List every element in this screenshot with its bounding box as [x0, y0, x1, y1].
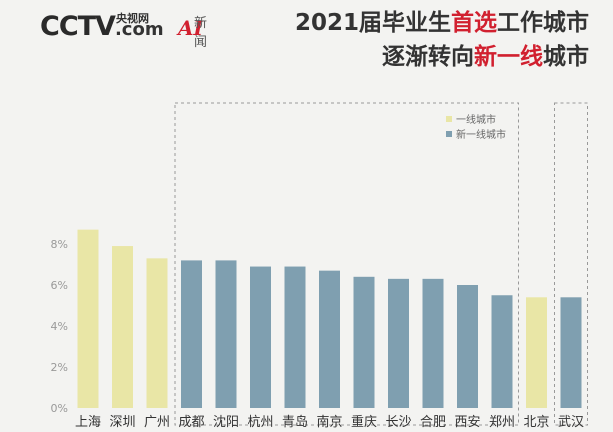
x-tick-label: 武汉 — [558, 415, 584, 430]
x-tick-label: 重庆 — [351, 414, 377, 430]
bar — [77, 229, 99, 408]
ai-logo-text: 新闻 — [194, 16, 208, 50]
x-axis-labels: 上海 深圳 广州 成都 沈阳 杭州 青岛 南京 重庆 长沙 合肥 西安 郑州 北京 武汉 — [75, 414, 584, 430]
bar — [250, 266, 271, 408]
y-tick-label: 2% — [51, 361, 68, 374]
bar — [181, 260, 202, 408]
title-part: 城市 — [543, 44, 589, 70]
title-part: 逐渐转向 — [382, 44, 474, 70]
cctv-logo-text: CCTV — [40, 11, 116, 42]
bar — [146, 258, 168, 408]
bar — [491, 295, 513, 408]
bar — [353, 276, 375, 408]
x-tick-label: 北京 — [523, 415, 549, 430]
bar — [215, 260, 237, 408]
chart-title-line2: 逐渐转向新一线城市 — [382, 42, 589, 72]
bar — [526, 297, 547, 408]
legend-swatch — [446, 116, 452, 122]
title-highlight: 首选 — [451, 10, 497, 36]
x-tick-label: 沈阳 — [213, 415, 239, 430]
x-tick-label: 深圳 — [109, 415, 135, 430]
ai-logo-mark: AI — [178, 16, 203, 40]
cctv-logo-small: 央视网 — [116, 12, 149, 25]
y-tick-label: 8% — [51, 238, 68, 251]
bar — [388, 278, 409, 408]
x-tick-label: 青岛 — [282, 414, 308, 430]
legend-label: 新一线城市 — [456, 128, 506, 141]
x-tick-label: 南京 — [316, 414, 342, 430]
x-tick-label: 长沙 — [385, 415, 411, 430]
bar — [422, 278, 444, 408]
legend-label: 一线城市 — [456, 113, 496, 126]
bars — [77, 229, 582, 408]
y-tick-label: 4% — [51, 320, 68, 333]
highlight-box-wuhan — [554, 102, 588, 426]
x-tick-label: 广州 — [144, 415, 170, 430]
bar — [284, 266, 306, 408]
cctv-logo: CCTV.com 央视网 — [40, 12, 164, 42]
y-axis: 0% 2% 4% 6% 8% — [51, 238, 68, 415]
bar — [112, 246, 133, 408]
title-highlight: 新一线 — [474, 44, 543, 70]
bar — [560, 297, 582, 408]
x-tick-label: 合肥 — [420, 415, 446, 430]
highlight-box-new-tier1 — [174, 102, 519, 426]
y-tick-label: 6% — [51, 279, 68, 292]
ai-news-logo: AI 新闻 — [178, 12, 216, 50]
y-tick-label: 0% — [51, 402, 68, 415]
bar — [319, 270, 340, 408]
x-tick-label: 上海 — [75, 415, 101, 430]
title-part: 2021届毕业生 — [294, 10, 451, 36]
bar — [457, 285, 478, 408]
x-tick-label: 西安 — [454, 415, 480, 430]
x-tick-label: 杭州 — [247, 415, 273, 430]
x-tick-label: 郑州 — [489, 415, 515, 430]
highlight-boxes — [174, 102, 588, 426]
legend-swatch — [446, 131, 452, 137]
chart-title-line1: 2021届毕业生首选工作城市 — [295, 8, 589, 38]
title-part: 工作城市 — [497, 10, 589, 36]
cctv-logo-com: .com — [114, 19, 164, 40]
x-tick-label: 成都 — [178, 415, 204, 430]
